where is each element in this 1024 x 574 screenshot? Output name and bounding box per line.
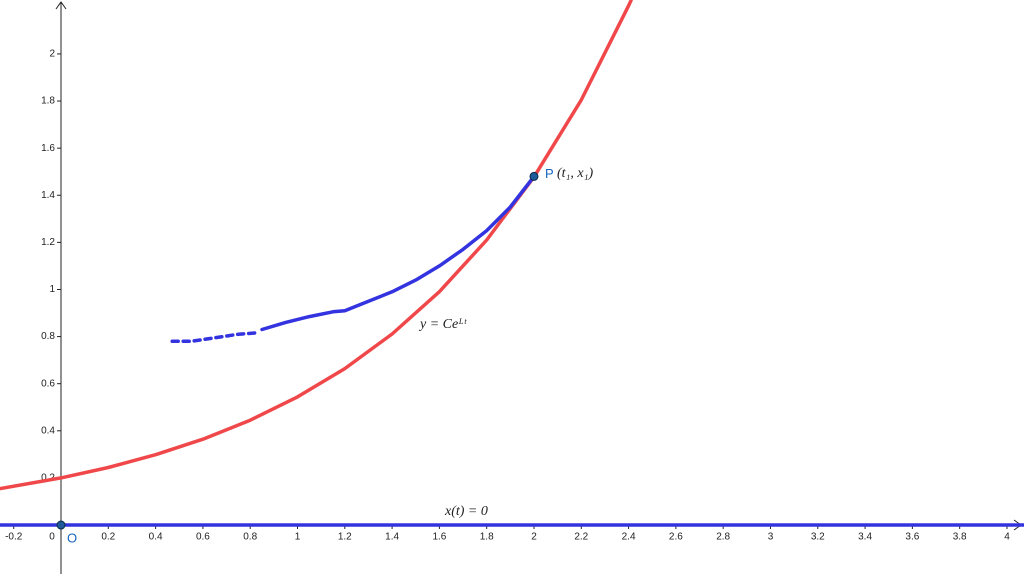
- x-tick-label: 0.2: [101, 532, 115, 543]
- y-tick-label: 0.8: [41, 331, 55, 342]
- point: [529, 171, 539, 181]
- x-tick-label: 3: [768, 532, 774, 543]
- point: [56, 520, 66, 530]
- y-tick-label: 1.8: [41, 96, 55, 107]
- y-tick-label: 1.4: [41, 190, 55, 201]
- point-label: O: [67, 530, 77, 545]
- x-tick-label: 3.6: [905, 532, 919, 543]
- curve: [0, 0, 633, 491]
- x-tick-label: 2.4: [622, 532, 636, 543]
- y-axis-arrow: [55, 1, 67, 10]
- x-tick-label: 0.8: [243, 532, 257, 543]
- y-tick-label: 0.2: [41, 473, 55, 484]
- y-tick-label: 1: [49, 284, 55, 295]
- x-tick-label: 0.6: [196, 532, 210, 543]
- curve: [170, 331, 257, 344]
- line-label: x(t) = 0: [444, 504, 488, 519]
- x-tick-label: 0: [49, 532, 55, 543]
- x-tick-label: 2.2: [574, 532, 588, 543]
- x-tick-label: 4: [1004, 532, 1010, 543]
- y-tick-label: 2: [49, 49, 55, 60]
- x-tick-label: 1.8: [480, 532, 494, 543]
- point-coordinates: (t₁, x₁): [557, 166, 594, 181]
- x-tick-label: 1: [295, 532, 301, 543]
- x-tick-label: 2.6: [669, 532, 683, 543]
- curve-label: y = Ceᴸᵗ: [418, 317, 468, 332]
- y-tick-label: 1.2: [41, 237, 55, 248]
- x-tick-label: 2.8: [716, 532, 730, 543]
- y-tick-label: 0.4: [41, 425, 55, 436]
- x-tick-label: 3.4: [858, 532, 872, 543]
- y-tick-label: 1.6: [41, 143, 55, 154]
- x-tick-label: 3.2: [811, 532, 825, 543]
- x-tick-label: 1.6: [432, 532, 446, 543]
- x-tick-label: 2: [531, 532, 537, 543]
- x-tick-label: 1.4: [385, 532, 399, 543]
- point-label: P: [545, 166, 554, 181]
- x-tick-label: 1.2: [338, 532, 352, 543]
- curve: [260, 174, 536, 332]
- x-tick-label: 3.8: [953, 532, 967, 543]
- x-tick-label: 0.4: [149, 532, 163, 543]
- y-tick-label: 0.6: [41, 378, 55, 389]
- x-tick-label: -0.2: [5, 532, 23, 543]
